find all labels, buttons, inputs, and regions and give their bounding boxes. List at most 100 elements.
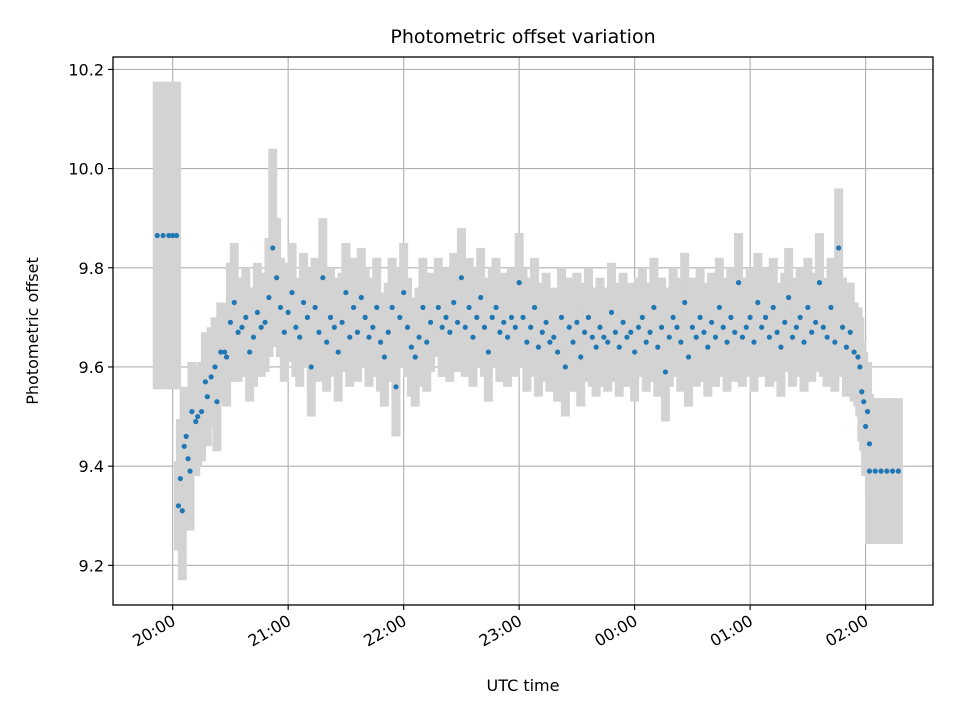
y-tick-label: 10.2	[68, 60, 104, 79]
data-point	[528, 324, 534, 330]
data-point	[481, 324, 488, 330]
data-point	[612, 329, 618, 335]
data-point	[281, 329, 287, 335]
data-point	[782, 319, 788, 325]
data-point	[624, 334, 630, 340]
data-point	[370, 324, 376, 330]
data-point	[724, 339, 730, 345]
data-point	[454, 319, 461, 325]
data-point	[866, 468, 873, 474]
data-point	[214, 399, 220, 405]
data-point	[183, 433, 189, 439]
data-point	[262, 319, 268, 325]
data-point	[608, 309, 615, 316]
data-point	[505, 334, 511, 340]
data-point	[393, 384, 399, 390]
data-point	[793, 324, 799, 330]
data-point	[516, 280, 522, 286]
data-point	[859, 389, 865, 395]
data-point	[597, 324, 603, 330]
data-point	[778, 344, 784, 350]
y-tick-label: 10.0	[68, 160, 104, 179]
data-point	[889, 468, 896, 474]
data-point	[404, 324, 411, 330]
data-point	[843, 344, 849, 350]
data-point	[266, 294, 272, 301]
data-point	[797, 314, 803, 320]
data-point	[647, 329, 653, 335]
data-point	[747, 314, 753, 320]
data-point	[374, 304, 380, 311]
data-point	[208, 374, 214, 380]
data-point	[535, 344, 541, 350]
data-point	[543, 319, 549, 325]
data-point	[154, 232, 160, 239]
data-point	[832, 339, 838, 345]
data-point	[177, 475, 183, 482]
data-point	[689, 324, 695, 330]
data-point	[512, 324, 518, 330]
data-point	[462, 324, 468, 330]
data-point	[855, 354, 861, 360]
data-point	[235, 329, 241, 335]
data-point	[493, 304, 499, 311]
data-point	[539, 329, 545, 335]
data-point	[218, 349, 224, 355]
y-tick-label: 9.2	[79, 556, 104, 575]
data-point	[447, 329, 453, 335]
data-point	[179, 508, 185, 514]
data-point	[243, 314, 249, 320]
data-point	[824, 334, 830, 340]
data-point	[443, 314, 449, 320]
data-point	[470, 334, 476, 340]
data-point	[574, 319, 580, 325]
data-point	[836, 245, 842, 251]
data-point	[231, 299, 237, 306]
data-point	[662, 369, 669, 375]
data-point	[485, 349, 491, 355]
data-point	[424, 339, 430, 345]
data-point	[474, 314, 480, 320]
data-point	[697, 314, 703, 320]
data-point	[682, 299, 688, 306]
data-points	[154, 232, 901, 514]
data-point	[202, 379, 208, 385]
data-point	[212, 364, 218, 370]
data-point	[187, 468, 193, 474]
data-point	[381, 354, 388, 360]
data-point	[851, 349, 857, 355]
data-point	[385, 329, 391, 335]
y-tick-label: 9.4	[79, 457, 104, 476]
data-point	[878, 468, 884, 474]
data-point	[497, 329, 503, 335]
data-point	[274, 275, 280, 281]
data-point	[685, 354, 692, 360]
data-point	[739, 334, 746, 340]
data-point	[786, 294, 792, 301]
data-point	[566, 324, 572, 330]
data-point	[709, 319, 715, 325]
data-point	[297, 334, 303, 340]
data-point	[593, 344, 599, 350]
x-axis-title: UTC time	[487, 676, 560, 695]
data-point	[670, 314, 676, 320]
data-point	[801, 339, 807, 345]
data-point	[416, 334, 422, 340]
data-point	[635, 324, 642, 330]
data-point	[451, 299, 457, 306]
data-point	[198, 408, 205, 415]
data-point	[755, 299, 761, 306]
data-point	[397, 314, 403, 320]
data-point	[389, 304, 395, 311]
data-point	[508, 314, 515, 320]
data-point	[254, 309, 260, 316]
data-point	[354, 329, 361, 335]
data-point	[547, 339, 553, 345]
data-point	[285, 309, 291, 316]
data-point	[166, 232, 172, 239]
data-point	[258, 324, 264, 330]
data-point	[651, 304, 657, 311]
data-point	[343, 289, 349, 296]
data-point	[857, 364, 863, 370]
data-point	[735, 280, 742, 286]
